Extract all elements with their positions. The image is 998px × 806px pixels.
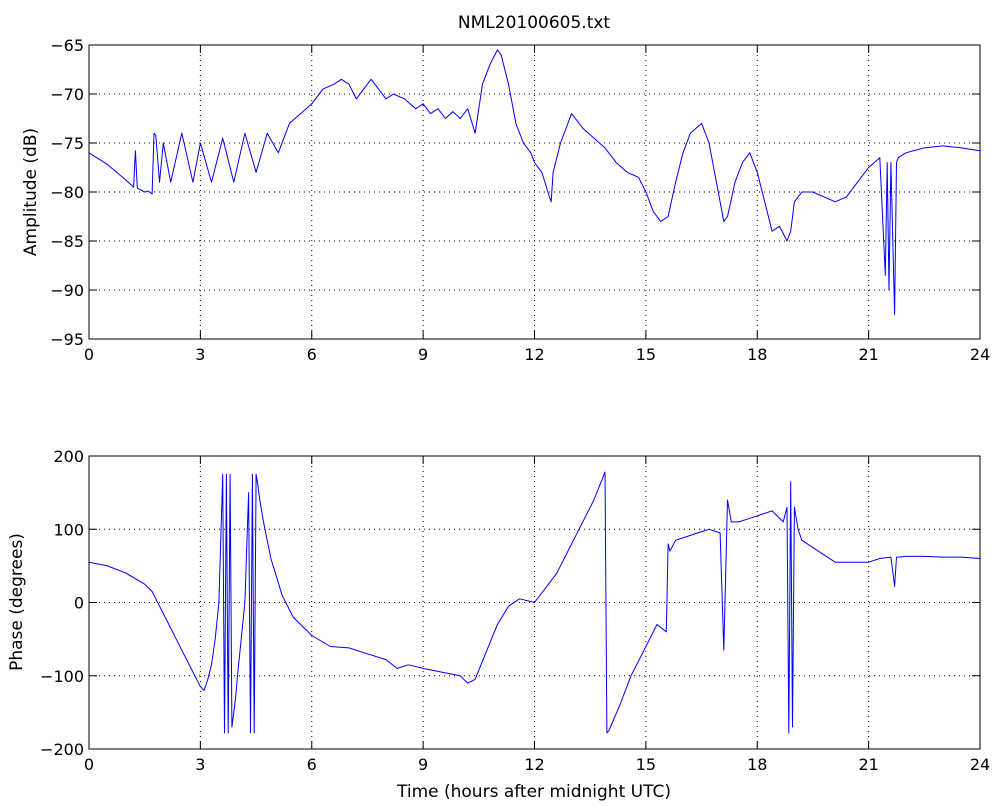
y-tick-label: −65 [50,36,84,55]
amplitude-plot: NML20100605.txt 0 3 6 9 12 15 18 21 24 −95 −90 −85 −… [21,13,990,364]
chart-title: NML20100605.txt [458,13,611,33]
x-tick-label: 18 [747,345,767,364]
x-tick-label: 15 [636,755,656,774]
x-tick-label: 3 [195,345,205,364]
phase-plot: 0 3 6 9 12 15 18 21 24 −200 −100 0 100 200 Phase (deg… [7,447,990,802]
phase-y-axis-label: Phase (degrees) [7,533,27,671]
amplitude-y-axis-label: Amplitude (dB) [21,128,41,256]
amplitude-series [88,49,981,315]
x-tick-label: 24 [970,755,990,774]
y-tick-label: 200 [53,447,84,466]
amplitude-grid [89,45,980,339]
y-tick-label: −100 [40,667,84,686]
x-tick-label: 9 [418,345,428,364]
y-tick-label: −90 [50,281,84,300]
x-tick-label: 0 [84,755,94,774]
x-tick-label: 21 [858,755,878,774]
x-tick-label: 3 [195,755,205,774]
phase-ticks: 0 3 6 9 12 15 18 21 24 −200 −100 0 100 200 [40,447,990,774]
x-tick-label: 9 [418,755,428,774]
amplitude-ticks: 0 3 6 9 12 15 18 21 24 −95 −90 −85 −80 −75 −70 −65 [50,36,990,364]
x-tick-label: 18 [747,755,767,774]
phase-series [88,471,981,734]
x-tick-label: 12 [524,345,544,364]
x-axis-label: Time (hours after midnight UTC) [396,782,671,802]
y-tick-label: 100 [53,520,84,539]
x-tick-label: 24 [970,345,990,364]
y-tick-label: −70 [50,85,84,104]
y-tick-label: −75 [50,134,84,153]
x-tick-label: 15 [636,345,656,364]
y-tick-label: −95 [50,330,84,349]
x-tick-label: 0 [84,345,94,364]
x-tick-label: 6 [307,345,317,364]
x-tick-label: 21 [858,345,878,364]
y-tick-label: −80 [50,183,84,202]
series-line [88,471,981,734]
x-tick-label: 6 [307,755,317,774]
y-tick-label: −200 [40,740,84,759]
x-tick-label: 12 [524,755,544,774]
series-line [88,49,981,315]
y-tick-label: 0 [74,594,84,613]
y-tick-label: −85 [50,232,84,251]
